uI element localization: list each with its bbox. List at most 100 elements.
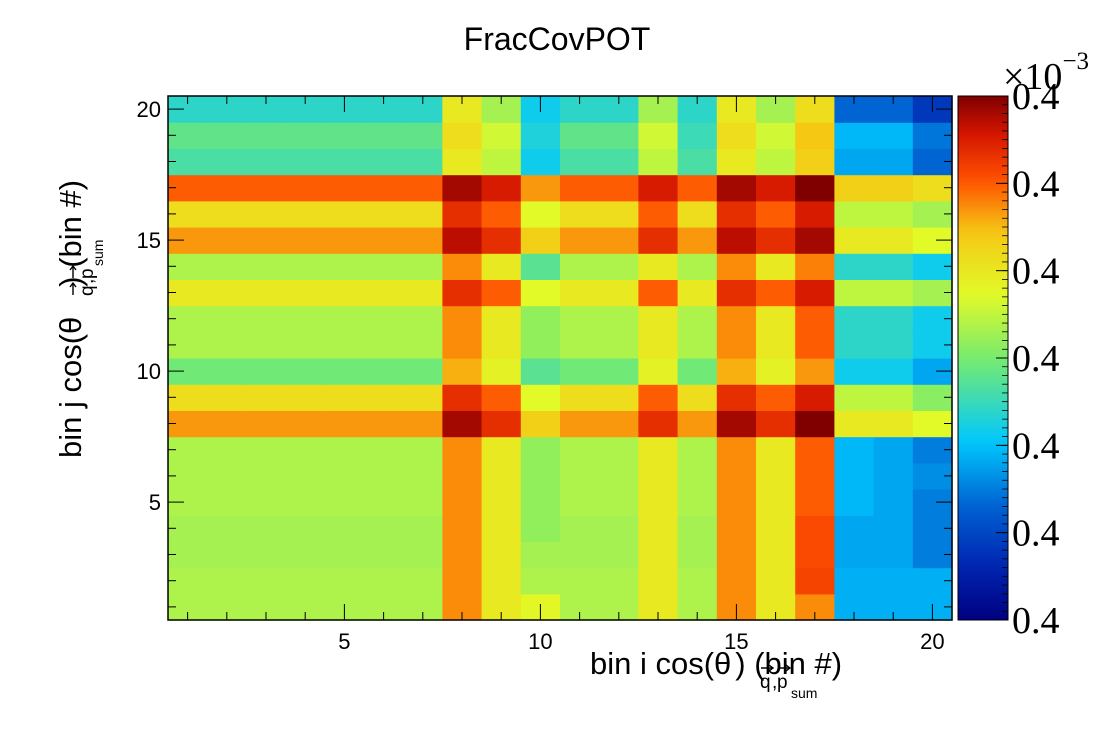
heatmap-cell [677,148,718,176]
heatmap-cell [756,200,796,228]
heatmap-cell [246,279,287,307]
heatmap-cell [795,148,835,176]
heatmap-cell [873,358,914,385]
colorbar-exponent-base: ×10 [1003,56,1062,98]
heatmap-cell [246,331,287,359]
heatmap-cell [873,305,914,333]
heatmap-cell [285,227,326,254]
heatmap-cell [560,462,600,490]
heatmap-cell [442,227,483,254]
x-tick-label: 20 [920,629,944,654]
colorbar-tick-label: 0.4 [1012,163,1060,205]
heatmap-cell [403,200,443,228]
heatmap-cell [403,489,443,516]
heatmap-cell [716,200,757,228]
heatmap-cell [207,174,247,202]
heatmap-cell [442,200,483,228]
heatmap-cell [599,331,639,359]
heatmap-cell [207,122,247,149]
heatmap-cell [246,253,287,280]
heatmap-cell [756,122,796,149]
heatmap-cell [520,358,561,385]
heatmap-cell [285,358,326,385]
heatmap-cell [442,462,483,490]
heatmap-cell [795,515,835,542]
heatmap-cell [677,541,718,569]
heatmap-cell [873,541,914,569]
heatmap-cell [403,541,443,569]
heatmap-cell [716,384,757,411]
heatmap-cell [442,253,483,280]
y-tick-label: 5 [149,490,161,515]
heatmap-cell [246,462,287,490]
heatmap-cell [873,489,914,516]
heatmap-cell [403,410,443,438]
heatmap-cell [716,489,757,516]
heatmap-cell [481,174,522,202]
heatmap-cell [481,200,522,228]
heatmap-cell [560,436,600,464]
heatmap-cell [638,515,679,542]
heatmap-cell [285,384,326,411]
heatmap-cell [834,331,875,359]
heatmap-cell [716,331,757,359]
heatmap-cell [638,122,679,149]
heatmap-cell [481,436,522,464]
colorbar-exponent: ×10−3 [1003,48,1089,98]
heatmap-cell [207,462,247,490]
heatmap-cell [834,305,875,333]
heatmap-cell [520,148,561,176]
heatmap-cell [207,279,247,307]
heatmap-cell [481,305,522,333]
heatmap-cell [364,410,404,438]
heatmap-cell [795,331,835,359]
heatmap-cell [520,489,561,516]
heatmap-cell [873,174,914,202]
heatmap-cell [207,253,247,280]
heatmap-cell [324,541,365,569]
heatmap-cell [246,227,287,254]
colorbar-tick-label: 0.4 [1012,338,1060,380]
heatmap-cell [834,227,875,254]
heatmap-cell [677,358,718,385]
heatmap-cell [324,410,365,438]
heatmap-cell [481,515,522,542]
heatmap-cell [599,567,639,595]
heatmap-cell [207,541,247,569]
heatmap-cell [285,436,326,464]
heatmap-cell [324,436,365,464]
heatmap-cell [364,200,404,228]
colorbar-tick-label: 0.4 [1012,600,1060,642]
heatmap-cell [638,358,679,385]
heatmap-cell [834,410,875,438]
heatmap-cell [638,305,679,333]
heatmap-cell [599,384,639,411]
x-tick-label: 15 [724,629,748,654]
heatmap-cell [834,384,875,411]
heatmap-cell [873,253,914,280]
heatmap-cell [756,515,796,542]
heatmap-cell [560,331,600,359]
heatmap-cell [599,462,639,490]
heatmap-cell [481,358,522,385]
heatmap-cell [364,174,404,202]
heatmap-cell [873,331,914,359]
heatmap-cell [324,515,365,542]
heatmap-cell [520,279,561,307]
colorbar-exponent-power: −3 [1062,48,1089,75]
heatmap-cell [638,567,679,595]
heatmap-cell [442,567,483,595]
heatmap-cell [599,148,639,176]
heatmap-cell [481,541,522,569]
heatmap-cell [285,305,326,333]
heatmap-cell [560,253,600,280]
heatmap-cell [246,148,287,176]
heatmap-cell [638,148,679,176]
heatmap-cell [716,541,757,569]
y-sub-sum: sum [90,240,106,266]
heatmap-cell [560,489,600,516]
heatmap-cell [795,462,835,490]
heatmap-cell [756,253,796,280]
heatmap-cell [873,122,914,149]
